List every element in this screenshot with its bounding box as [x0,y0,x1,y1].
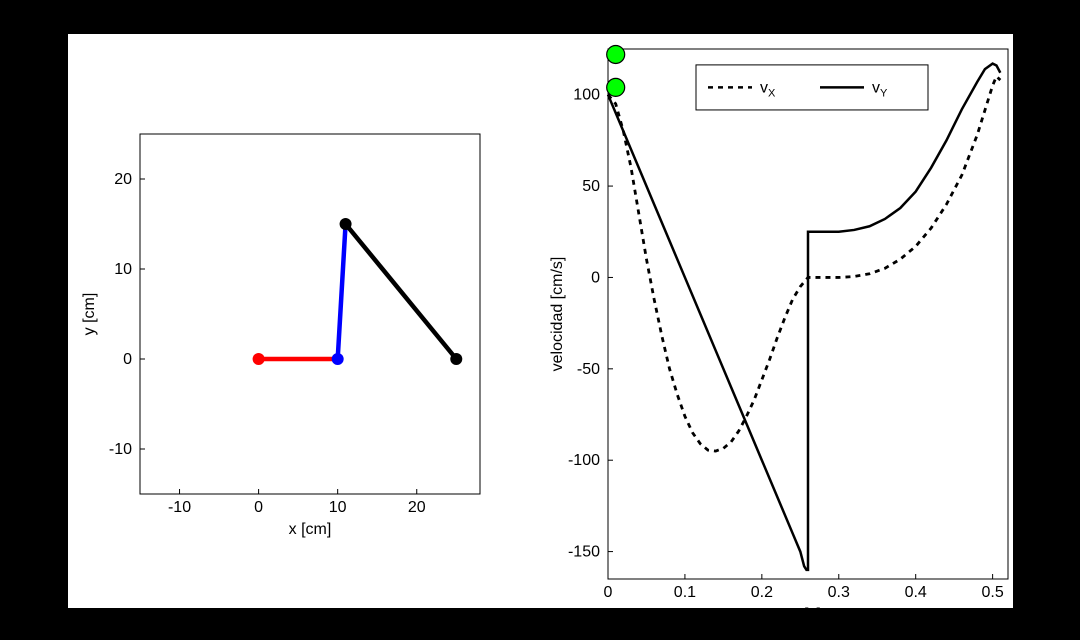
left-plot-ytick-label: 20 [114,171,132,188]
left-plot-segment-2 [346,224,457,359]
left-plot-marker-1 [332,353,344,365]
right-plot-ytick-label: -150 [568,544,600,561]
right-plot-ytick-label: 50 [582,178,600,195]
left-plot-xtick-label: 0 [254,499,263,516]
left-plot-axes [140,134,480,494]
right-plot-xtick-label: 0 [604,584,613,601]
right-plot-xtick-label: 0.3 [828,584,850,601]
left-plot-xlabel: x [cm] [289,521,332,538]
right-plot-ylabel: velocidad [cm/s] [549,257,566,372]
left-plot-ytick-label: 10 [114,261,132,278]
right-plot-xtick-label: 0.5 [981,584,1003,601]
left-plot-segment-1 [338,224,346,359]
right-plot-xtick-label: 0.1 [674,584,696,601]
left-plot-ytick-label: 0 [123,351,132,368]
left-plot-marker-0 [253,353,265,365]
right-plot-xtick-label: 0.4 [905,584,927,601]
right-plot-xlabel: t [s] [795,606,821,608]
left-plot-marker-2 [340,218,352,230]
left-plot-xtick-label: 20 [408,499,426,516]
right-plot-green-marker-1 [607,45,625,63]
left-plot-ytick-label: -10 [109,441,132,458]
figure-canvas: -1001020-1001020x [cm]y [cm]00.10.20.30.… [68,34,1013,608]
left-plot-xtick-label: -10 [168,499,191,516]
left-plot-ylabel: y [cm] [81,293,98,336]
right-plot-green-marker-0 [607,78,625,96]
right-plot-series-vy [608,64,1000,570]
right-plot-ytick-label: -50 [577,361,600,378]
left-plot-marker-3 [450,353,462,365]
figure-svg: -1001020-1001020x [cm]y [cm]00.10.20.30.… [68,34,1013,608]
right-plot-ytick-label: 0 [591,269,600,286]
right-plot-xtick-label: 0.2 [751,584,773,601]
left-plot-xtick-label: 10 [329,499,347,516]
right-plot-ytick-label: -100 [568,452,600,469]
right-plot-series-vx [608,76,1000,451]
right-plot-ytick-label: 100 [573,87,600,104]
